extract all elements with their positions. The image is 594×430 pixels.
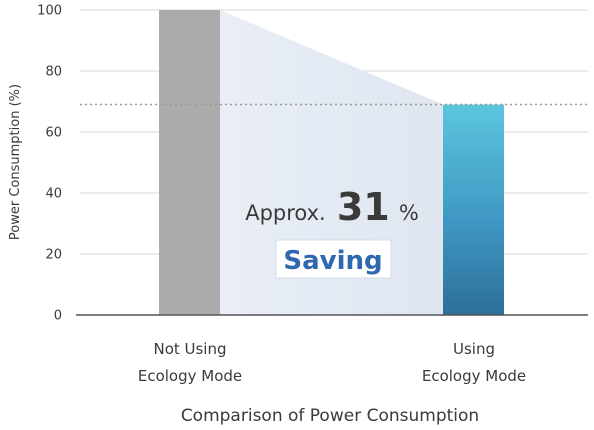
saving-value: 31	[337, 185, 390, 229]
y-tick-label: 60	[45, 126, 62, 141]
y-tick-labels: 0 20 40 60 80 100	[37, 4, 62, 324]
y-tick-label: 80	[45, 65, 62, 80]
y-axis-label: Power Consumption (%)	[8, 84, 23, 240]
x-category-label: Not Using	[153, 340, 226, 358]
y-tick-label: 40	[45, 187, 62, 202]
saving-annotation: Approx. 31 %	[245, 185, 419, 229]
x-category-labels: Not Using Ecology Mode Using Ecology Mode	[138, 340, 526, 385]
chart-caption: Comparison of Power Consumption	[181, 406, 479, 426]
saving-unit: %	[399, 201, 419, 225]
saving-label: Saving	[283, 246, 382, 276]
y-tick-label: 20	[45, 248, 62, 263]
y-tick-label: 100	[37, 4, 62, 19]
x-category-label: Ecology Mode	[138, 367, 242, 385]
saving-label-box	[275, 239, 392, 279]
x-category-label: Ecology Mode	[422, 367, 526, 385]
saving-prefix: Approx.	[245, 201, 326, 225]
x-category-label: Using	[453, 340, 495, 358]
bar-2	[443, 104, 504, 315]
y-tick-label: 0	[54, 309, 62, 324]
bar-1	[159, 10, 220, 315]
saving-wedge	[220, 10, 443, 315]
bars	[159, 10, 504, 315]
